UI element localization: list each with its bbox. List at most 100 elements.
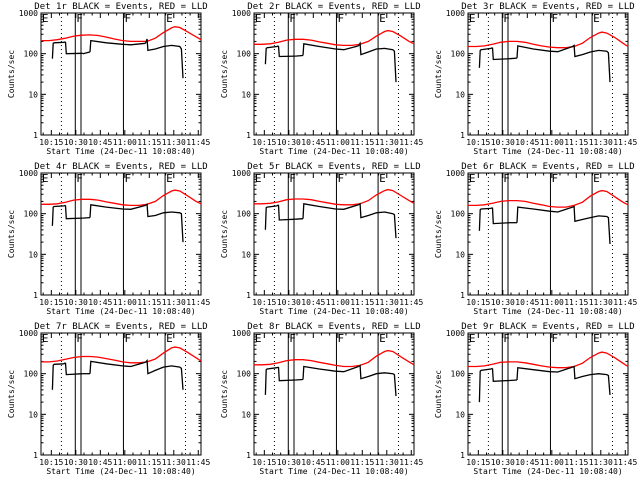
events-series-line <box>89 204 146 218</box>
x-tick-label: 11:45 <box>399 298 423 307</box>
y-tick-label: 10 <box>28 250 38 259</box>
x-tick-label: 11:15 <box>137 298 161 307</box>
events-series-line <box>491 207 510 225</box>
x-tick-label: 10:45 <box>301 138 325 147</box>
x-tick-label: 10:45 <box>88 298 112 307</box>
y-tick-label: 100 <box>451 370 466 379</box>
x-tick-label: 11:30 <box>375 298 399 307</box>
y-axis-label: Counts/sec <box>220 370 229 418</box>
x-tick-label: 10:30 <box>491 138 515 147</box>
x-tick-label: 10:45 <box>301 298 325 307</box>
events-series-line <box>509 57 518 60</box>
x-tick-label: 11:45 <box>613 458 637 467</box>
events-series-line <box>82 51 91 55</box>
lld-series-line <box>254 188 415 206</box>
x-tick-label: 10:45 <box>515 458 539 467</box>
y-axis-label: Counts/sec <box>434 50 443 98</box>
events-series-line <box>145 359 184 390</box>
events-series-line <box>357 41 397 83</box>
x-tick-label: 11:30 <box>589 298 613 307</box>
marker-flag-label: F <box>76 172 83 185</box>
events-series-line <box>277 204 296 221</box>
y-axis-label: Counts/sec <box>7 210 16 258</box>
x-tick-label: 10:30 <box>491 298 515 307</box>
marker-flag-label: F <box>503 12 510 25</box>
events-series-line <box>64 41 83 55</box>
events-series-line <box>516 366 573 381</box>
events-series-line <box>144 38 184 79</box>
y-tick-label: 1 <box>33 291 38 300</box>
x-axis-label: Start Time (24-Dec-11 10:08:40) <box>473 467 622 476</box>
chart-panel: Det 6r BLACK = Events, RED = LLD 1 10 100 10… <box>434 162 637 316</box>
marker-flag-label: F <box>551 332 558 345</box>
x-tick-label: 11:00 <box>113 458 137 467</box>
y-tick-label: 1000 <box>19 329 38 338</box>
y-tick-label: 100 <box>24 210 39 219</box>
marker-flag-label: F <box>503 332 510 345</box>
marker-flag-label: E <box>166 172 173 185</box>
y-axis-label: Counts/sec <box>220 50 229 98</box>
lld-series-line <box>468 189 629 208</box>
x-tick-label: 11:00 <box>113 298 137 307</box>
x-tick-label: 11:15 <box>350 458 374 467</box>
x-tick-label: 10:15 <box>252 138 276 147</box>
events-series-line <box>277 45 296 58</box>
x-tick-label: 11:15 <box>350 298 374 307</box>
x-tick-label: 11:15 <box>564 458 588 467</box>
marker-flag-label: F <box>337 172 344 185</box>
x-tick-label: 10:30 <box>491 458 515 467</box>
y-tick-label: 100 <box>24 370 39 379</box>
marker-flag-label: E <box>166 12 173 25</box>
plot-frame <box>40 12 202 136</box>
marker-flag-label: E <box>42 332 49 345</box>
y-tick-label: 10 <box>241 250 251 259</box>
x-tick-label: 11:00 <box>540 138 564 147</box>
marker-flag-label: E <box>255 172 262 185</box>
marker-flag-label: F <box>76 332 83 345</box>
marker-flag-label: F <box>337 12 344 25</box>
x-tick-label: 10:30 <box>277 298 301 307</box>
plot-frame <box>253 332 415 456</box>
y-tick-label: 1000 <box>19 169 38 178</box>
events-series-line <box>295 378 304 381</box>
events-series-line <box>491 47 510 61</box>
chart-panel: Det 1r BLACK = Events, RED = LLD 1 10 100 10… <box>7 2 210 156</box>
plot-frame <box>253 12 415 136</box>
lld-series-line <box>468 31 629 49</box>
x-tick-label: 10:45 <box>88 138 112 147</box>
lld-series-line <box>254 29 415 47</box>
marker-flag-label: E <box>42 12 49 25</box>
y-tick-label: 100 <box>24 50 39 59</box>
y-tick-label: 10 <box>455 90 465 99</box>
x-tick-label: 11:45 <box>186 458 210 467</box>
y-tick-label: 10 <box>241 90 251 99</box>
marker-flag-label: F <box>289 172 296 185</box>
chart-title: Det 1r BLACK = Events, RED = LLD <box>34 2 207 12</box>
y-tick-label: 10 <box>28 410 38 419</box>
events-series-line <box>302 365 359 380</box>
events-series-line <box>478 207 493 231</box>
x-axis-label: Start Time (24-Dec-11 10:08:40) <box>473 307 622 316</box>
x-tick-label: 11:00 <box>326 138 350 147</box>
x-tick-label: 11:15 <box>564 138 588 147</box>
x-tick-label: 11:30 <box>162 298 186 307</box>
events-series-line <box>358 364 397 397</box>
marker-flag-label: E <box>379 12 386 25</box>
x-tick-label: 10:15 <box>466 138 490 147</box>
x-tick-label: 10:30 <box>64 458 88 467</box>
chart-panel: Det 3r BLACK = Events, RED = LLD 1 10 100 10… <box>434 2 637 156</box>
y-tick-label: 1000 <box>232 329 251 338</box>
events-series-line <box>82 216 91 219</box>
x-tick-label: 11:45 <box>399 458 423 467</box>
chart-title: Det 9r BLACK = Events, RED = LLD <box>461 322 634 332</box>
marker-flag-label: E <box>379 332 386 345</box>
x-tick-label: 10:15 <box>466 298 490 307</box>
x-axis-label: Start Time (24-Dec-11 10:08:40) <box>46 307 195 316</box>
marker-flag-label: E <box>469 172 476 185</box>
marker-flag-label: E <box>166 332 173 345</box>
y-tick-label: 1 <box>460 451 465 460</box>
marker-flag-label: F <box>124 12 131 25</box>
events-series-line <box>478 47 493 68</box>
events-series-line <box>302 43 359 56</box>
